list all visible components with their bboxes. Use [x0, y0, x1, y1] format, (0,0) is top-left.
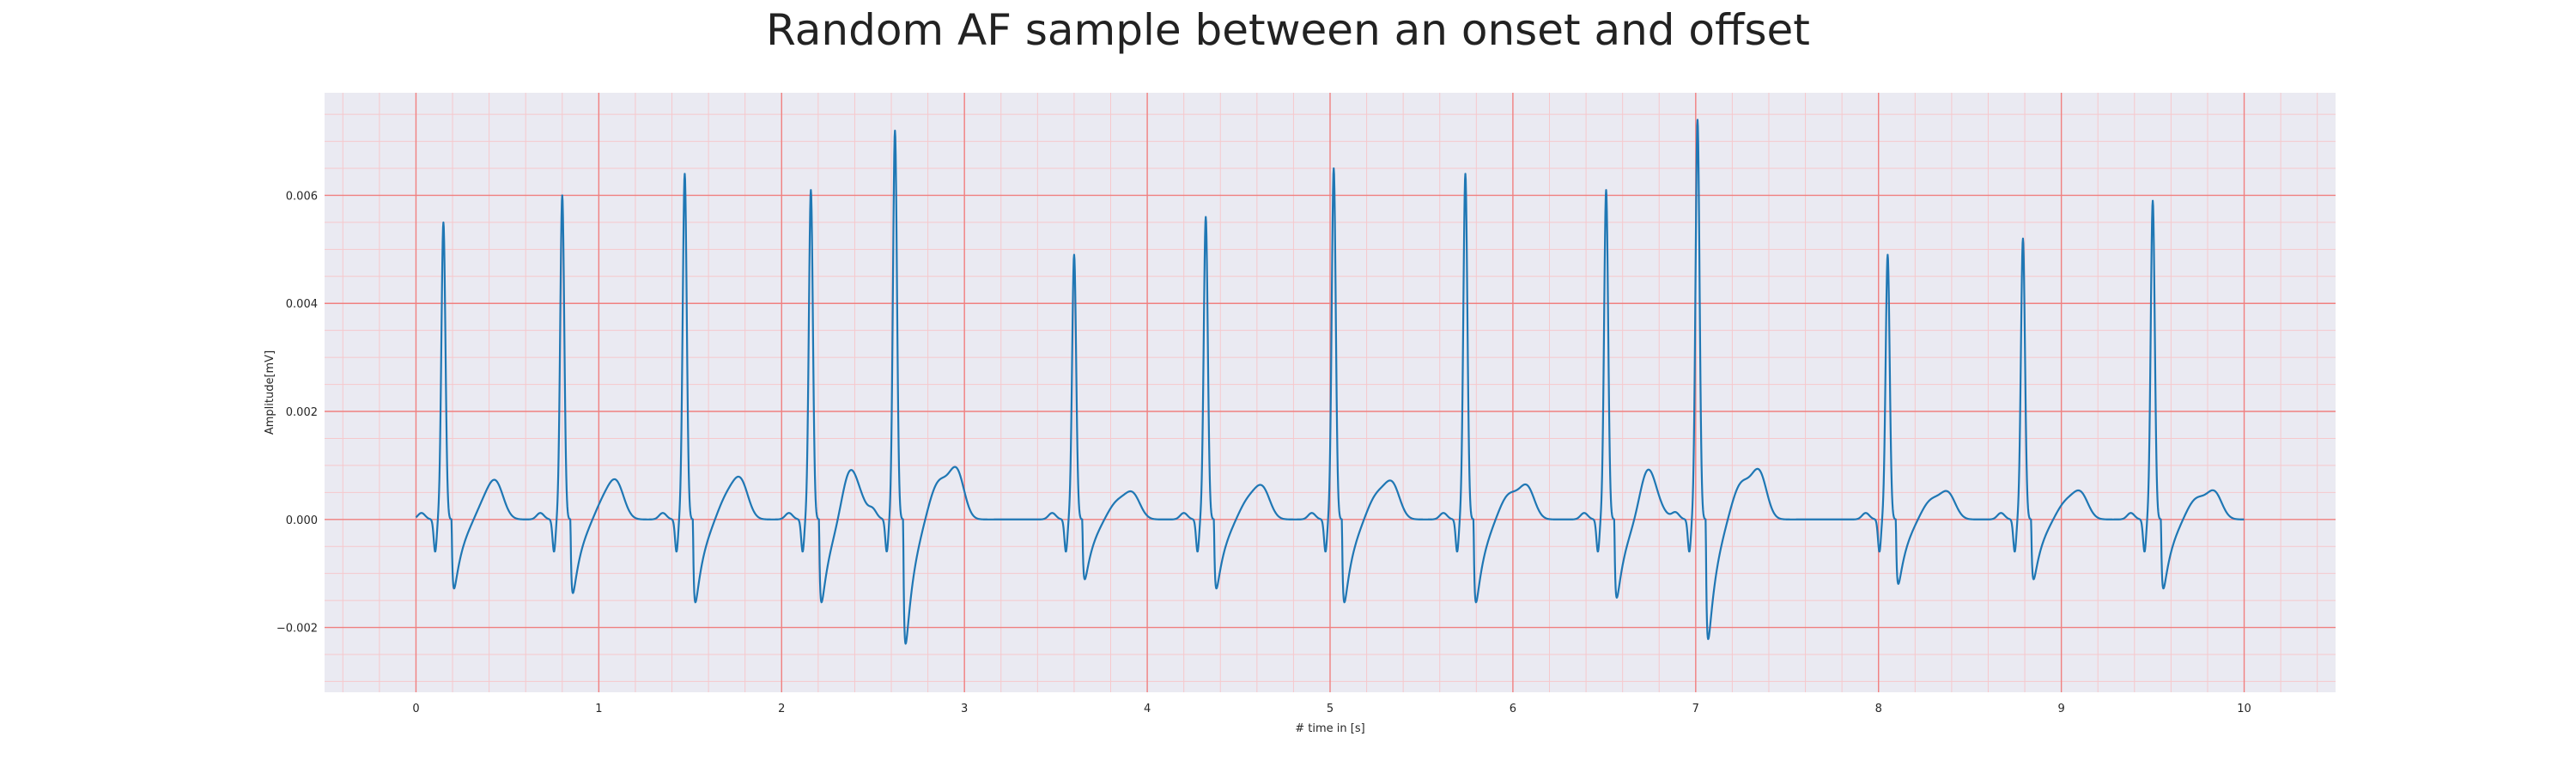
x-tick-label: 9: [2057, 703, 2064, 715]
x-tick-label: 1: [595, 703, 602, 715]
x-tick-label: 2: [778, 703, 785, 715]
x-tick-label: 3: [961, 703, 968, 715]
x-axis-label: # time in [s]: [1295, 722, 1364, 735]
x-tick-label: 7: [1692, 703, 1699, 715]
x-tick-label: 10: [2237, 703, 2251, 715]
x-tick-labels: 0 1 2 3 4 5 6 7 8 9 10: [412, 703, 2251, 715]
x-tick-label: 6: [1510, 703, 1516, 715]
y-tick-labels: −0.002 0.000 0.002 0.004 0.006: [276, 190, 318, 635]
y-tick-label: 0.006: [286, 190, 318, 203]
x-tick-label: 5: [1327, 703, 1334, 715]
x-tick-label: 4: [1144, 703, 1151, 715]
x-tick-label: 8: [1875, 703, 1882, 715]
y-tick-label: 0.000: [286, 514, 318, 527]
x-tick-label: 0: [412, 703, 419, 715]
y-axis-label: Amplitude[mV]: [264, 350, 276, 435]
y-tick-label: 0.002: [286, 406, 318, 419]
y-tick-label: −0.002: [276, 623, 318, 636]
y-tick-label: 0.004: [286, 298, 318, 311]
